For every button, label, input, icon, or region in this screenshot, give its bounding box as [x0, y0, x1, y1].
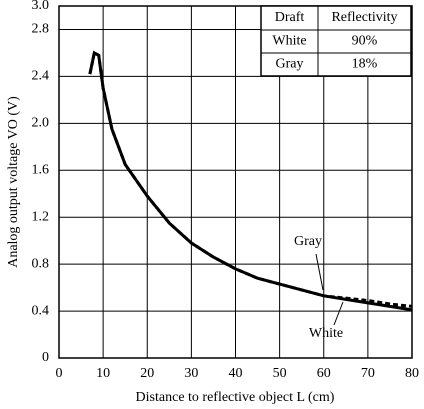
table-cell: 18%	[352, 57, 378, 72]
annotation-arrow	[315, 253, 324, 291]
y-tick-label: 3.0	[32, 0, 50, 13]
x-tick-label: 80	[405, 366, 419, 381]
plot-frame	[58, 5, 413, 359]
table-bg	[260, 5, 412, 77]
y-tick-label: 2.8	[32, 22, 50, 37]
table-header: Draft	[275, 10, 305, 25]
y-axis-label: Analog output voltage VO (V)	[6, 96, 21, 268]
x-tick-label: 0	[56, 366, 63, 381]
y-tick-label: 1.2	[32, 209, 50, 224]
annotation-arrow	[333, 301, 344, 326]
y-tick-label: 2.0	[32, 116, 50, 131]
table-cell: Gray	[276, 57, 304, 72]
annotation: White	[309, 326, 343, 341]
x-tick-label: 60	[317, 366, 331, 381]
x-tick-label: 30	[184, 366, 198, 381]
y-tick-label: 0	[42, 350, 49, 365]
x-tick-label: 50	[273, 366, 287, 381]
y-tick-label: 0.4	[32, 303, 50, 318]
annotation: Gray	[294, 234, 322, 249]
x-axis-label: Distance to reflective object L (cm)	[136, 390, 335, 405]
x-tick-label: 20	[140, 366, 154, 381]
series-line	[88, 50, 413, 308]
table-cell: 90%	[352, 34, 378, 49]
x-tick-label: 10	[96, 366, 110, 381]
y-tick-label: 0.8	[32, 256, 50, 271]
table-cell: White	[272, 34, 306, 49]
x-tick-label: 70	[361, 366, 375, 381]
y-tick-label: 1.6	[32, 162, 50, 177]
table-header: Reflectivity	[331, 10, 397, 25]
x-tick-label: 40	[229, 366, 243, 381]
y-tick-label: 2.4	[32, 69, 50, 84]
